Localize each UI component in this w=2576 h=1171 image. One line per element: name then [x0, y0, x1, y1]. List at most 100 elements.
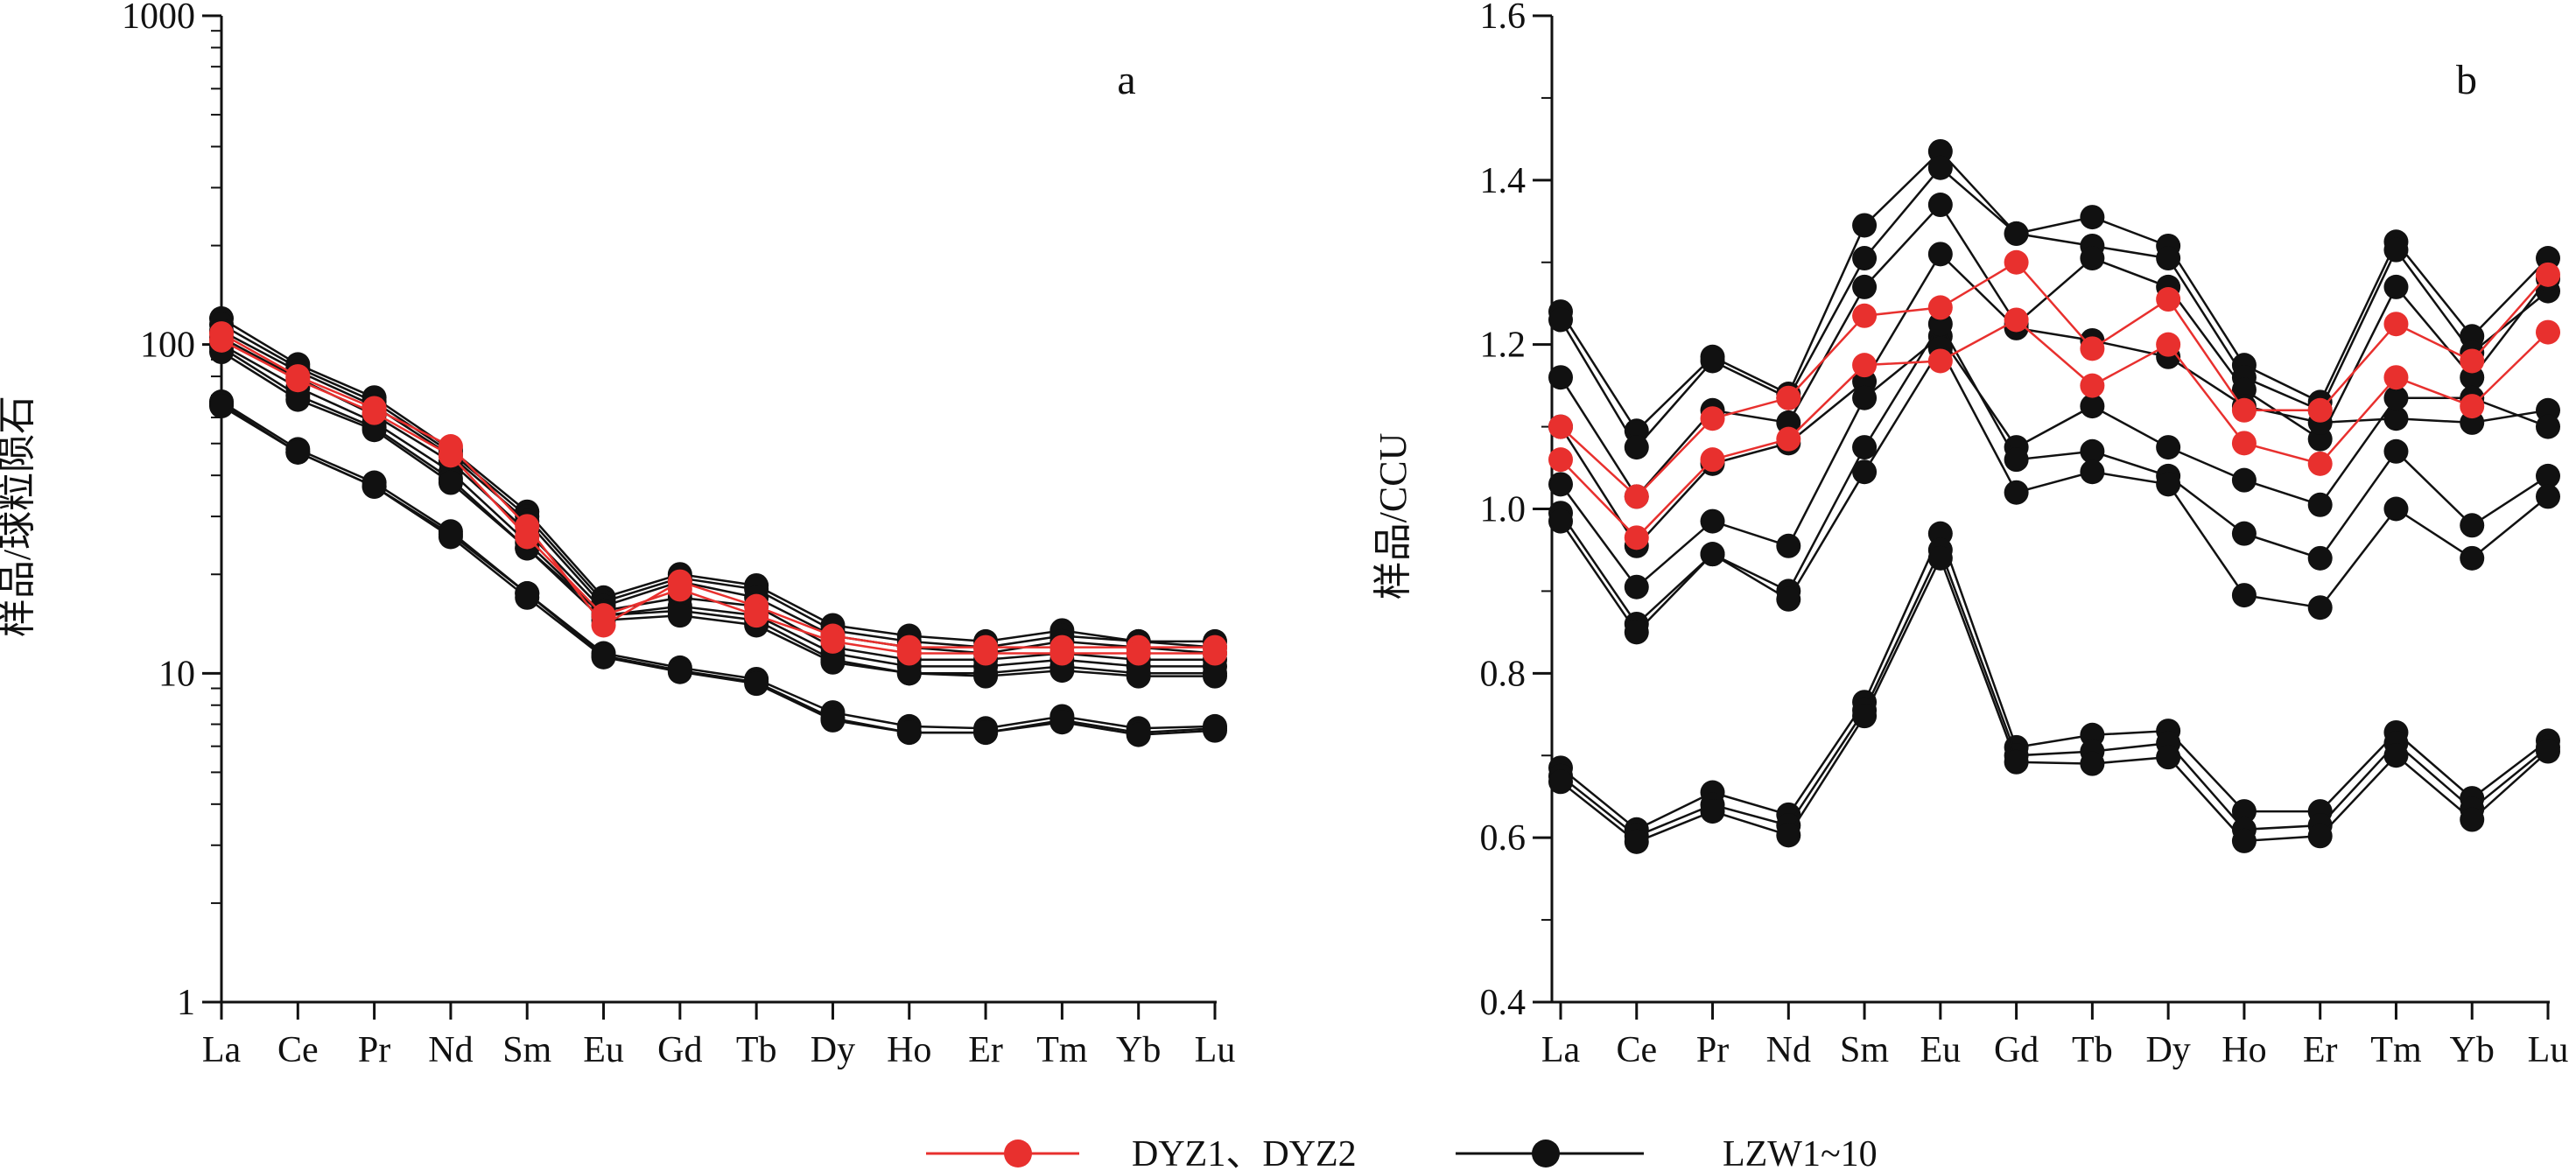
- data-point: [1927, 242, 1953, 267]
- legend-marker: [1004, 1139, 1032, 1167]
- data-point: [2231, 431, 2257, 456]
- series-line: [1559, 321, 2549, 626]
- y-tick-label: 1000: [122, 0, 195, 37]
- x-tick-label: Ho: [2222, 1030, 2266, 1070]
- data-point: [1624, 435, 1649, 460]
- x-tick-label: Ce: [277, 1030, 319, 1070]
- data-point: [1049, 658, 1075, 684]
- data-point: [1203, 663, 1227, 689]
- data-point: [667, 659, 692, 684]
- x-tick-label: Gd: [657, 1030, 702, 1070]
- data-point: [1700, 799, 1725, 824]
- x-tick-label: Pr: [358, 1030, 390, 1070]
- data-point: [1624, 620, 1649, 645]
- y-tick-label: 0.6: [1480, 818, 1527, 859]
- data-point: [2080, 751, 2105, 776]
- x-tick-label: Ce: [1616, 1030, 1657, 1070]
- series-line: [1559, 202, 2549, 499]
- data-point: [2080, 373, 2105, 398]
- x-tick-label: Dy: [811, 1030, 855, 1070]
- series-line: [1560, 318, 2549, 540]
- data-point: [1776, 426, 1801, 452]
- data-point: [2156, 246, 2181, 271]
- data-point: [2307, 397, 2333, 423]
- data-point: [2383, 312, 2409, 337]
- data-point: [2536, 739, 2560, 764]
- data-point: [515, 585, 540, 610]
- data-point: [1776, 823, 1801, 848]
- x-tick-label: Er: [968, 1030, 1003, 1070]
- data-point: [285, 368, 311, 393]
- data-point: [1700, 348, 1725, 374]
- data-point: [667, 577, 692, 602]
- series-line: [221, 339, 1215, 655]
- x-tick-label: Yb: [1116, 1030, 1161, 1070]
- x-tick-label: Nd: [1766, 1030, 1811, 1070]
- data-point: [2080, 205, 2105, 230]
- series-line: [1560, 261, 2549, 499]
- series-line: [1559, 334, 2549, 589]
- data-point: [1624, 484, 1649, 509]
- data-point: [2004, 307, 2029, 333]
- y-tick-label: 1.6: [1480, 0, 1527, 37]
- x-tick-label: Eu: [583, 1030, 624, 1070]
- data-point: [515, 524, 540, 550]
- x-tick-label: La: [202, 1030, 242, 1070]
- data-point: [209, 393, 234, 418]
- x-tick-label: Nd: [428, 1030, 473, 1070]
- x-tick-label: Tm: [2370, 1030, 2422, 1070]
- data-point: [1548, 447, 1573, 473]
- data-point: [1927, 193, 1953, 218]
- x-tick-label: La: [1541, 1030, 1581, 1070]
- y-tick-label: 1: [177, 983, 195, 1023]
- data-point: [438, 524, 463, 550]
- x-tick-label: Lu: [2528, 1030, 2569, 1070]
- data-point: [1203, 641, 1227, 666]
- data-point: [1700, 447, 1725, 473]
- data-point: [973, 641, 999, 666]
- data-point: [1700, 406, 1725, 431]
- data-point: [2080, 246, 2105, 271]
- data-point: [285, 387, 311, 412]
- data-point: [2536, 262, 2560, 287]
- data-point: [973, 663, 999, 689]
- data-point: [2004, 221, 2029, 246]
- data-point: [1126, 641, 1151, 666]
- data-point: [2156, 745, 2181, 770]
- data-point: [285, 439, 311, 465]
- data-point: [2383, 237, 2409, 263]
- data-point: [2536, 463, 2560, 488]
- data-point: [2307, 451, 2333, 476]
- data-point: [1700, 542, 1725, 567]
- data-point: [2231, 467, 2257, 493]
- data-point: [1049, 641, 1075, 666]
- data-point: [1852, 435, 1878, 460]
- data-point: [2536, 484, 2560, 509]
- x-tick-label: Tb: [2072, 1030, 2113, 1070]
- y-tick-label: 100: [140, 326, 195, 366]
- data-point: [1700, 508, 1725, 534]
- data-point: [1049, 710, 1075, 735]
- data-point: [1126, 722, 1151, 747]
- data-point: [2156, 435, 2181, 460]
- series-line: [221, 323, 1216, 649]
- series-line: [1559, 346, 2549, 635]
- data-point: [209, 327, 234, 353]
- x-tick-label: Lu: [1195, 1030, 1236, 1070]
- data-point: [1852, 459, 1878, 485]
- y-tick-label: 0.8: [1480, 654, 1527, 694]
- series-line: [1560, 555, 2549, 844]
- x-tick-label: Eu: [1920, 1030, 1962, 1070]
- y-tick-label: 10: [158, 654, 195, 694]
- data-point: [2231, 397, 2257, 423]
- y-tick-label: 1.4: [1480, 161, 1527, 201]
- data-point: [1624, 829, 1649, 854]
- series-line: [1559, 165, 2549, 450]
- series-line: [1560, 530, 2549, 831]
- data-point: [896, 641, 922, 666]
- data-point: [361, 417, 387, 443]
- data-point: [1852, 353, 1878, 378]
- series-line: [221, 346, 1215, 675]
- data-point: [2231, 583, 2257, 608]
- data-point: [2383, 496, 2409, 522]
